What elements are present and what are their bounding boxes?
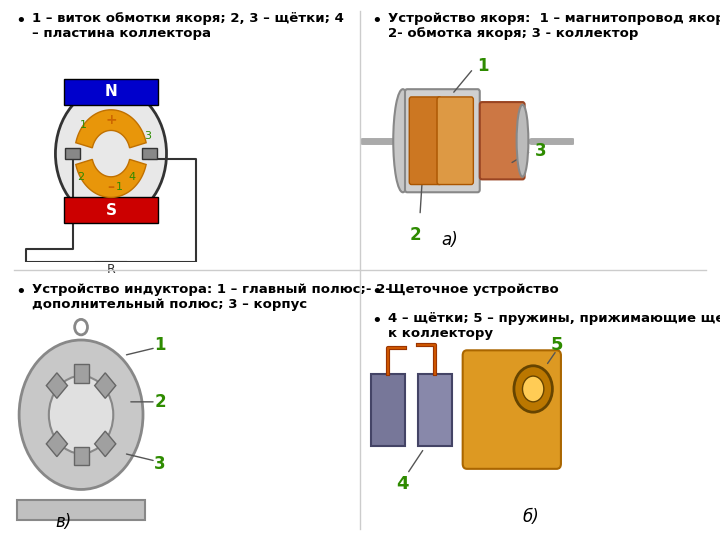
Text: Щеточное устройство: Щеточное устройство	[388, 284, 559, 296]
Polygon shape	[64, 198, 158, 223]
Text: в): в)	[56, 512, 72, 531]
Text: R: R	[107, 263, 115, 276]
Text: 1: 1	[80, 120, 86, 130]
Circle shape	[514, 366, 552, 412]
Circle shape	[19, 340, 143, 489]
Bar	[94, 431, 116, 457]
Text: N: N	[104, 84, 117, 99]
Text: 4: 4	[397, 475, 409, 494]
FancyBboxPatch shape	[463, 350, 561, 469]
Bar	[73, 447, 89, 465]
Text: а): а)	[441, 231, 458, 249]
Ellipse shape	[393, 89, 413, 192]
Text: –: –	[107, 180, 114, 194]
Text: Устройство якоря:  1 – магнитопровод якоря;
2- обмотка якоря; 3 - коллектор: Устройство якоря: 1 – магнитопровод якор…	[388, 12, 720, 40]
Text: •: •	[371, 312, 382, 329]
Text: 4 – щётки; 5 – пружины, прижимающие щетки
к коллектору: 4 – щётки; 5 – пружины, прижимающие щетк…	[388, 312, 720, 340]
Circle shape	[55, 86, 166, 221]
Polygon shape	[76, 159, 146, 198]
Bar	[46, 373, 68, 399]
Text: 1: 1	[116, 182, 123, 192]
Ellipse shape	[517, 105, 528, 177]
Text: 1: 1	[154, 336, 166, 354]
Bar	[73, 364, 89, 382]
Polygon shape	[142, 148, 157, 159]
Text: 3: 3	[154, 455, 166, 472]
Text: •: •	[15, 284, 26, 301]
Text: 1: 1	[477, 57, 489, 75]
Bar	[17, 500, 145, 521]
FancyBboxPatch shape	[409, 97, 441, 185]
Bar	[94, 373, 116, 399]
FancyBboxPatch shape	[405, 89, 480, 192]
Bar	[418, 374, 452, 445]
FancyBboxPatch shape	[437, 97, 473, 185]
Text: б): б)	[523, 508, 539, 525]
Circle shape	[49, 376, 113, 454]
Bar	[371, 374, 405, 445]
Text: 5: 5	[550, 336, 563, 354]
FancyBboxPatch shape	[480, 102, 525, 179]
Bar	[46, 431, 68, 457]
Text: 1 – виток обмотки якоря; 2, 3 – щётки; 4
– пластина коллектора: 1 – виток обмотки якоря; 2, 3 – щётки; 4…	[32, 12, 344, 40]
Polygon shape	[64, 79, 158, 105]
Polygon shape	[76, 110, 146, 148]
Text: +: +	[105, 113, 117, 127]
Text: Устройство индуктора: 1 – главный полюс;- 2-
дополнительный полюс; 3 – корпус: Устройство индуктора: 1 – главный полюс;…	[32, 284, 391, 312]
Text: •: •	[371, 12, 382, 30]
Text: •: •	[371, 284, 382, 301]
Text: 4: 4	[129, 172, 136, 182]
Circle shape	[523, 376, 544, 402]
Text: 3: 3	[144, 131, 150, 140]
Text: •: •	[15, 12, 26, 30]
Polygon shape	[65, 148, 80, 159]
Polygon shape	[96, 262, 126, 278]
Text: 2: 2	[410, 226, 421, 244]
Text: S: S	[105, 203, 117, 218]
Text: 2: 2	[78, 172, 85, 182]
Text: 2: 2	[154, 393, 166, 411]
Text: 3: 3	[535, 142, 547, 160]
